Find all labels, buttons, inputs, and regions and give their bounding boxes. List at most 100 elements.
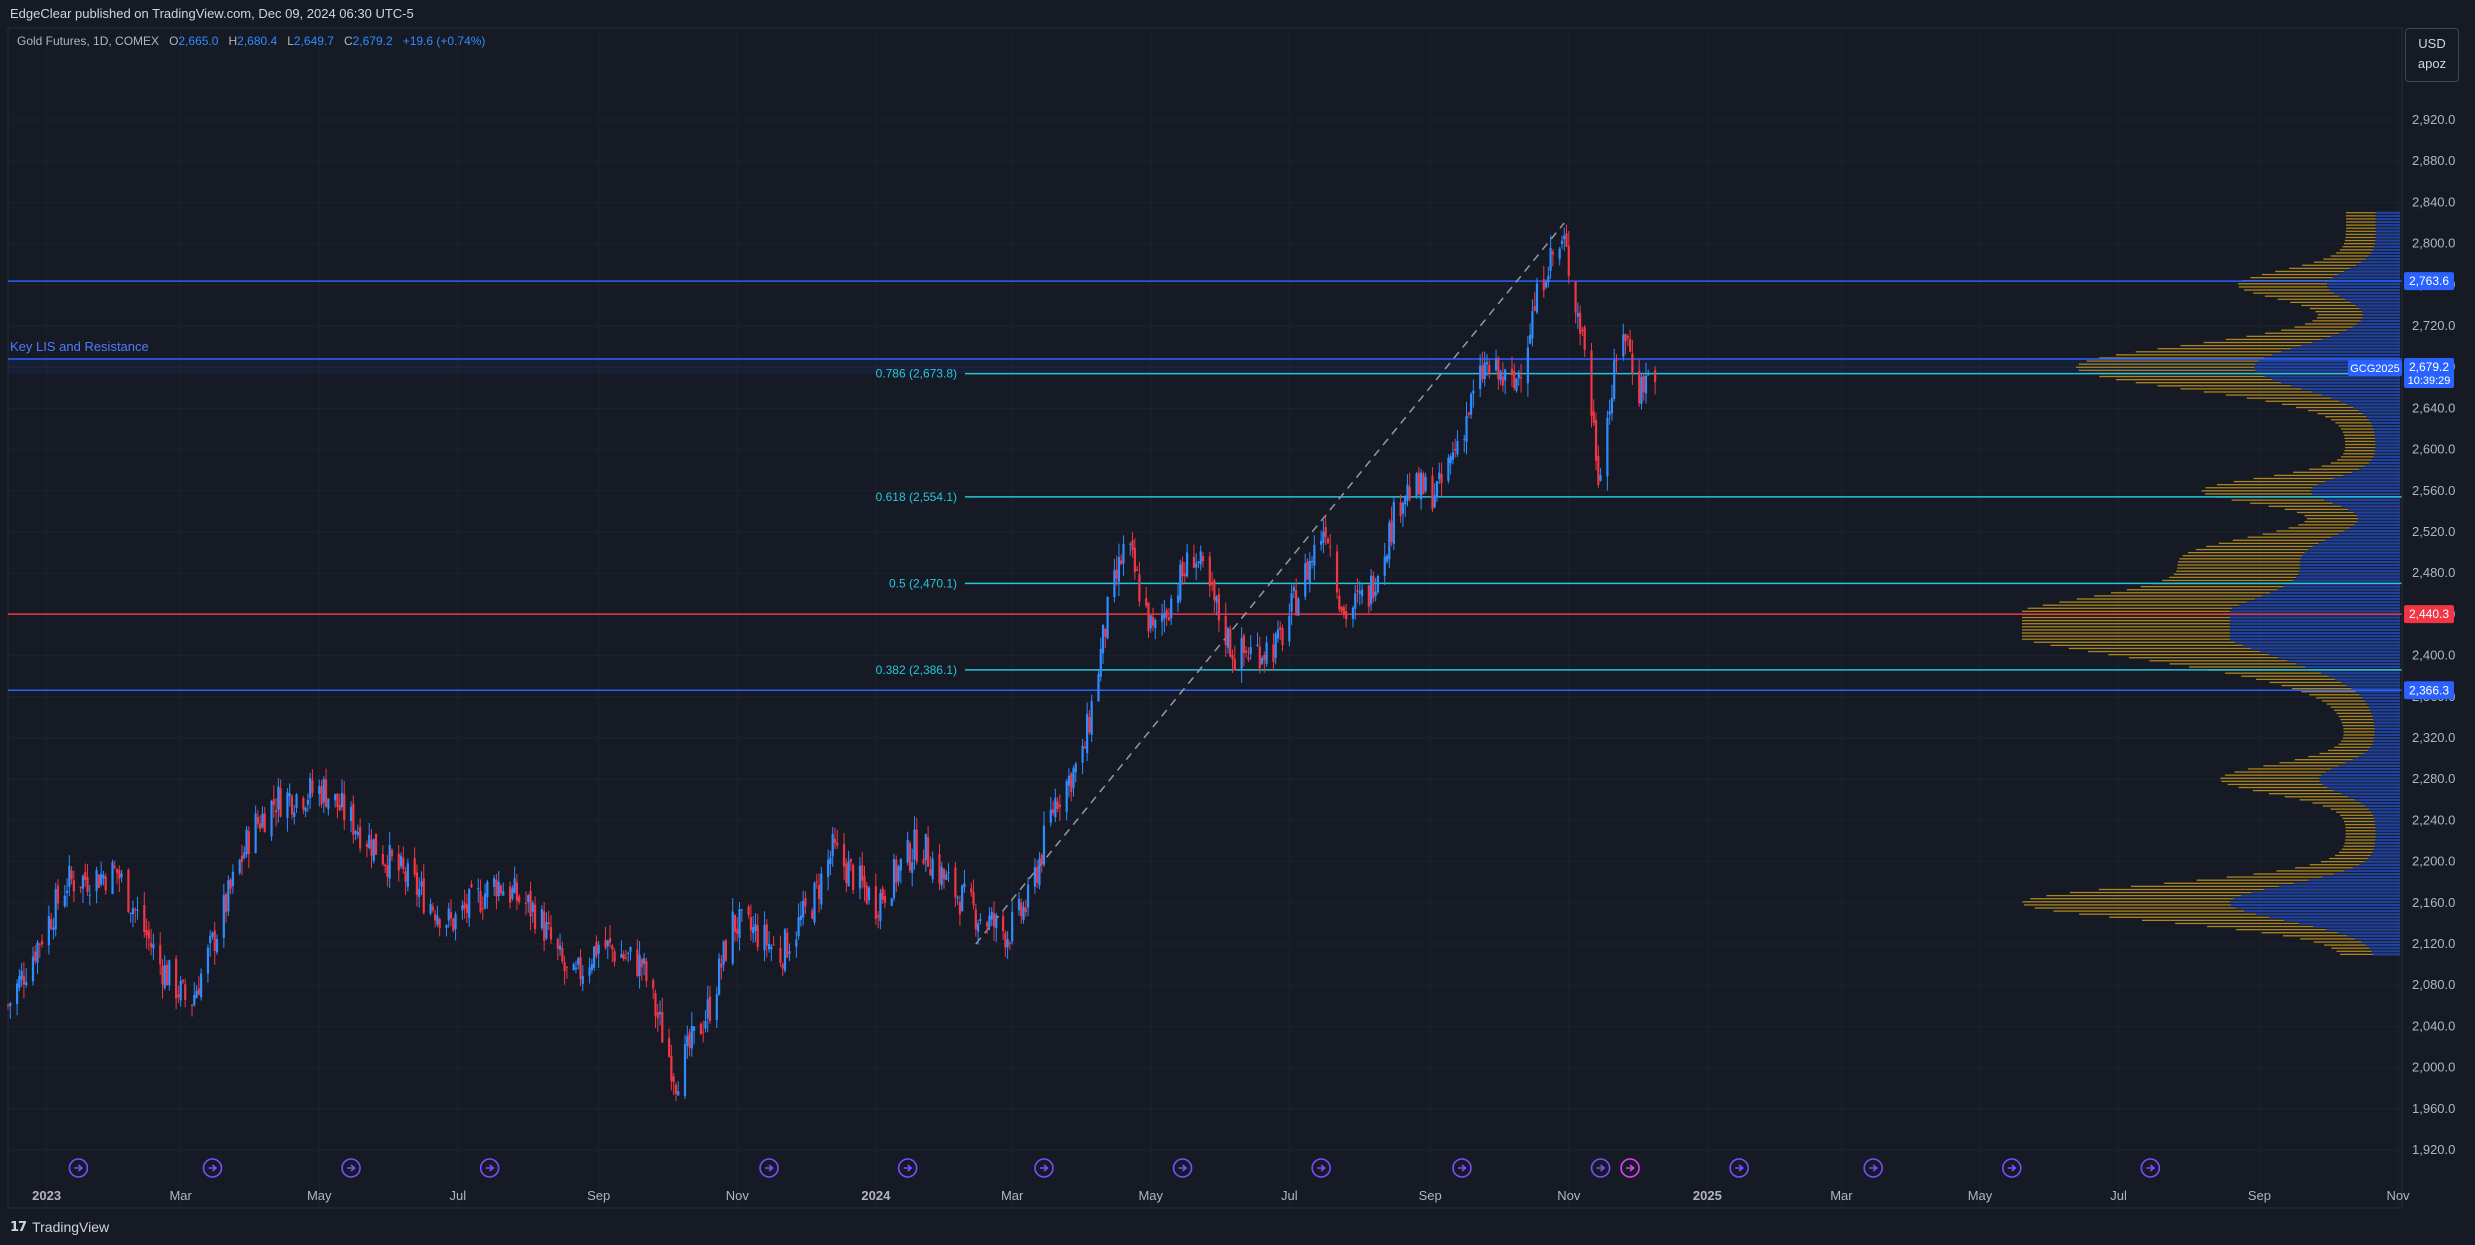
volume-profile-bar <box>2375 217 2400 221</box>
candle-body <box>1449 456 1452 464</box>
volume-profile-bar <box>2355 304 2400 307</box>
volume-profile-bar <box>2313 261 2362 263</box>
volume-profile-bar <box>2224 774 2322 776</box>
volume-profile-bar <box>2088 650 2260 653</box>
candle-body <box>1374 591 1377 596</box>
candle-body <box>1056 801 1059 809</box>
volume-profile-bar <box>2375 211 2400 214</box>
volume-profile-bar <box>2162 579 2294 582</box>
lis-band <box>8 358 2402 374</box>
candle-body <box>1306 561 1309 580</box>
candle-body <box>738 909 741 938</box>
price-label-text: 2,366.3 <box>2409 683 2449 697</box>
price-tick-label: 2,880.0 <box>2412 153 2455 168</box>
candle-body <box>404 871 407 882</box>
volume-profile-bar <box>2357 322 2400 326</box>
candle-body <box>1199 551 1202 565</box>
candle-body <box>979 919 982 922</box>
candle-body <box>1567 245 1570 277</box>
candle-body <box>813 882 816 923</box>
candle-body <box>1258 646 1261 669</box>
candle-body <box>224 894 228 913</box>
tradingview-logo[interactable]: 17 TradingView <box>10 1219 109 1235</box>
volume-profile-bar <box>2233 897 2400 900</box>
candle-body <box>736 928 739 934</box>
volume-profile-bar <box>2343 734 2375 736</box>
volume-profile-bar <box>2373 455 2400 459</box>
volume-profile-bar <box>2319 777 2400 780</box>
volume-profile-bar <box>2252 789 2334 792</box>
volume-profile-bar <box>2341 721 2374 724</box>
candle-body <box>1417 472 1420 495</box>
volume-profile-bar <box>2345 236 2376 239</box>
symbol-legend[interactable]: Gold Futures, 1D, COMEX O2,665.0 H2,680.… <box>17 34 485 48</box>
high-label: H <box>228 34 238 48</box>
candle-body <box>374 833 378 855</box>
candle-body <box>402 857 405 869</box>
volume-profile-bar <box>2327 282 2400 285</box>
candle-body <box>963 883 966 888</box>
volume-profile-bar <box>2328 749 2368 752</box>
candle-body <box>545 922 548 939</box>
candle-body <box>515 882 518 901</box>
volume-profile-bar <box>2321 338 2400 341</box>
volume-profile-bar <box>2205 487 2313 489</box>
candle-body <box>102 874 105 879</box>
volume-profile-bar <box>2375 224 2400 227</box>
volume-profile-bar <box>2356 514 2400 517</box>
candle-body <box>954 867 957 897</box>
volume-profile-bar <box>2330 335 2400 338</box>
volume-profile-bar <box>2272 353 2400 357</box>
volume-profile-bar <box>2330 419 2369 421</box>
candle-body <box>245 829 248 855</box>
volume-profile-bar <box>2022 619 2230 622</box>
volume-profile-bar <box>2059 601 2247 603</box>
volume-profile-bar <box>2375 227 2400 230</box>
price-tick-label: 2,080.0 <box>2412 977 2455 992</box>
candle-body <box>593 946 596 968</box>
event-marker-icon <box>1729 1158 1749 1178</box>
volume-profile-bar <box>2345 830 2376 832</box>
candle-body <box>193 995 196 1006</box>
candle-body <box>533 904 537 930</box>
currency-selector[interactable]: USD apoz <box>2405 28 2459 82</box>
volume-profile-bar <box>2361 310 2400 313</box>
candle-body <box>1210 582 1214 585</box>
candle-body <box>340 792 344 808</box>
volume-profile-bar <box>2281 350 2400 353</box>
candle-body <box>1208 556 1211 587</box>
volume-profile-bar <box>2364 699 2400 703</box>
volume-profile-bar <box>2187 552 2305 554</box>
candle-body <box>1011 911 1014 942</box>
candle-body <box>1340 606 1343 612</box>
candle-body <box>31 956 35 982</box>
volume-profile-bar <box>2234 771 2326 773</box>
candle-body <box>906 839 909 863</box>
candle-body <box>1138 574 1141 602</box>
candle-body <box>1497 357 1500 380</box>
volume-profile-bar <box>2321 394 2400 397</box>
candle-body <box>1513 371 1516 389</box>
volume-profile-bar <box>2195 548 2309 551</box>
candle-body <box>1195 563 1198 568</box>
volume-profile-bar <box>2261 932 2338 934</box>
candle-body <box>783 929 787 971</box>
lightning-icon <box>1620 1158 1640 1178</box>
volume-profile-bar <box>2235 641 2400 644</box>
candle-body <box>477 888 480 890</box>
candle-body <box>670 1055 673 1082</box>
time-tick-label: Sep <box>2248 1188 2271 1203</box>
candle-body <box>767 943 771 950</box>
candle-body <box>945 874 948 880</box>
time-tick-label: Jul <box>1281 1188 1298 1203</box>
volume-profile-bar <box>2345 218 2376 220</box>
candle-body <box>802 900 805 918</box>
price-tick-label: 2,120.0 <box>2412 936 2455 951</box>
volume-profile-bar <box>2340 718 2374 721</box>
candle-body <box>511 888 514 899</box>
low-label: L <box>287 34 294 48</box>
price-tick-label: 2,160.0 <box>2412 895 2455 910</box>
volume-profile-bar <box>2370 421 2400 425</box>
candle-body <box>206 947 210 974</box>
